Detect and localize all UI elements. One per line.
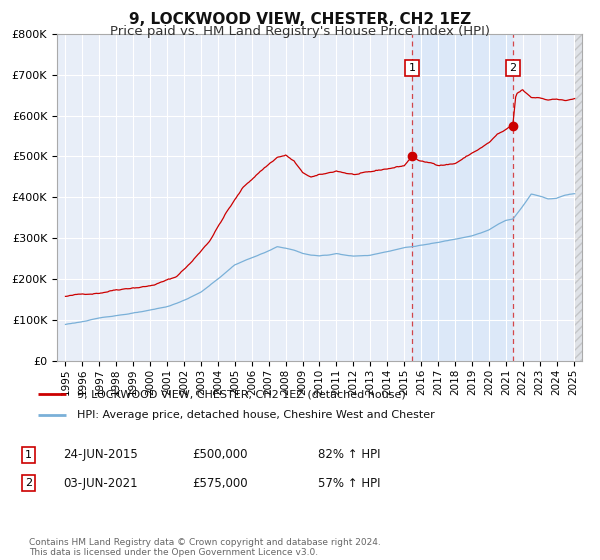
Text: 24-JUN-2015: 24-JUN-2015 [63, 448, 138, 461]
Text: 2: 2 [509, 63, 517, 73]
Bar [412, 34, 513, 361]
Text: Contains HM Land Registry data © Crown copyright and database right 2024.
This d: Contains HM Land Registry data © Crown c… [29, 538, 380, 557]
Text: £500,000: £500,000 [192, 448, 248, 461]
Text: Price paid vs. HM Land Registry's House Price Index (HPI): Price paid vs. HM Land Registry's House … [110, 25, 490, 38]
Text: 9, LOCKWOOD VIEW, CHESTER, CH2 1EZ: 9, LOCKWOOD VIEW, CHESTER, CH2 1EZ [129, 12, 471, 27]
Text: 1: 1 [409, 63, 415, 73]
Text: 82% ↑ HPI: 82% ↑ HPI [318, 448, 380, 461]
Text: 9, LOCKWOOD VIEW, CHESTER, CH2 1EZ (detached house): 9, LOCKWOOD VIEW, CHESTER, CH2 1EZ (deta… [77, 389, 406, 399]
Text: 1: 1 [25, 450, 32, 460]
Text: 03-JUN-2021: 03-JUN-2021 [63, 477, 137, 490]
Text: 2: 2 [25, 478, 32, 488]
Text: HPI: Average price, detached house, Cheshire West and Chester: HPI: Average price, detached house, Ches… [77, 410, 434, 420]
Polygon shape [575, 34, 582, 361]
Text: 57% ↑ HPI: 57% ↑ HPI [318, 477, 380, 490]
Text: £575,000: £575,000 [192, 477, 248, 490]
